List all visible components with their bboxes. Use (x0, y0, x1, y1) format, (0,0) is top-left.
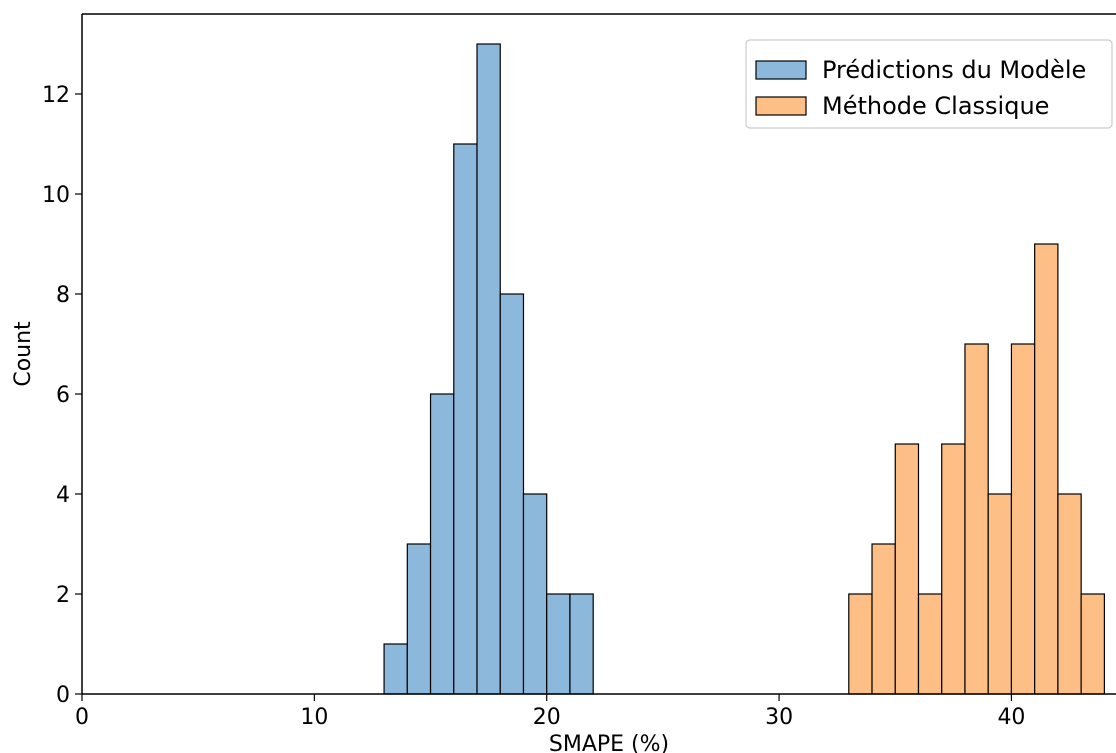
y-tick-label: 0 (56, 683, 70, 708)
bar-classic-3 (917, 593, 943, 695)
legend-swatch-model (755, 60, 807, 80)
bar-model-5 (499, 293, 525, 695)
bar-classic-10 (1080, 593, 1105, 695)
y-tick-label: 6 (56, 383, 70, 408)
bar-classic-2 (894, 443, 920, 695)
legend-label-model: Prédictions du Modèle (822, 56, 1086, 84)
legend-label-classic: Méthode Classique (822, 92, 1049, 120)
bar-model-7 (546, 593, 571, 695)
bar-model-0 (383, 643, 408, 695)
x-tick-label: 0 (75, 705, 89, 730)
x-tick-label: 40 (997, 705, 1025, 730)
x-tick-label: 30 (765, 705, 793, 730)
legend-swatch-classic (755, 96, 807, 116)
bar-model-1 (406, 543, 432, 695)
axes-layer (81, 13, 1116, 695)
y-tick-label: 8 (56, 283, 70, 308)
y-axis-title: Count (11, 321, 36, 387)
bar-classic-7 (1010, 343, 1036, 695)
y-tick-label: 2 (56, 583, 70, 608)
bar-classic-4 (941, 443, 966, 695)
bar-model-6 (522, 493, 548, 695)
bar-model-8 (569, 593, 594, 695)
bar-classic-8 (1034, 243, 1059, 695)
bar-classic-0 (848, 593, 873, 695)
bars-layer (383, 43, 1105, 695)
bar-model-4 (476, 43, 501, 695)
bar-classic-1 (871, 543, 896, 695)
bar-model-3 (453, 143, 478, 695)
x-axis-title: SMAPE (%) (549, 732, 669, 753)
x-ticks: 0 10 20 30 40 (75, 694, 1025, 730)
y-tick-label: 10 (42, 183, 70, 208)
y-ticks: 0 2 4 6 8 10 12 (42, 83, 82, 708)
legend-box (745, 39, 1113, 129)
bar-classic-9 (1057, 493, 1082, 695)
bar-model-2 (429, 393, 455, 695)
x-tick-label: 20 (533, 705, 561, 730)
legend: Prédictions du Modèle Méthode Classique (745, 39, 1113, 129)
y-tick-label: 4 (56, 483, 70, 508)
x-tick-label: 10 (300, 705, 328, 730)
bar-classic-6 (987, 493, 1013, 695)
y-tick-label: 12 (42, 83, 70, 108)
bar-classic-5 (964, 343, 989, 695)
